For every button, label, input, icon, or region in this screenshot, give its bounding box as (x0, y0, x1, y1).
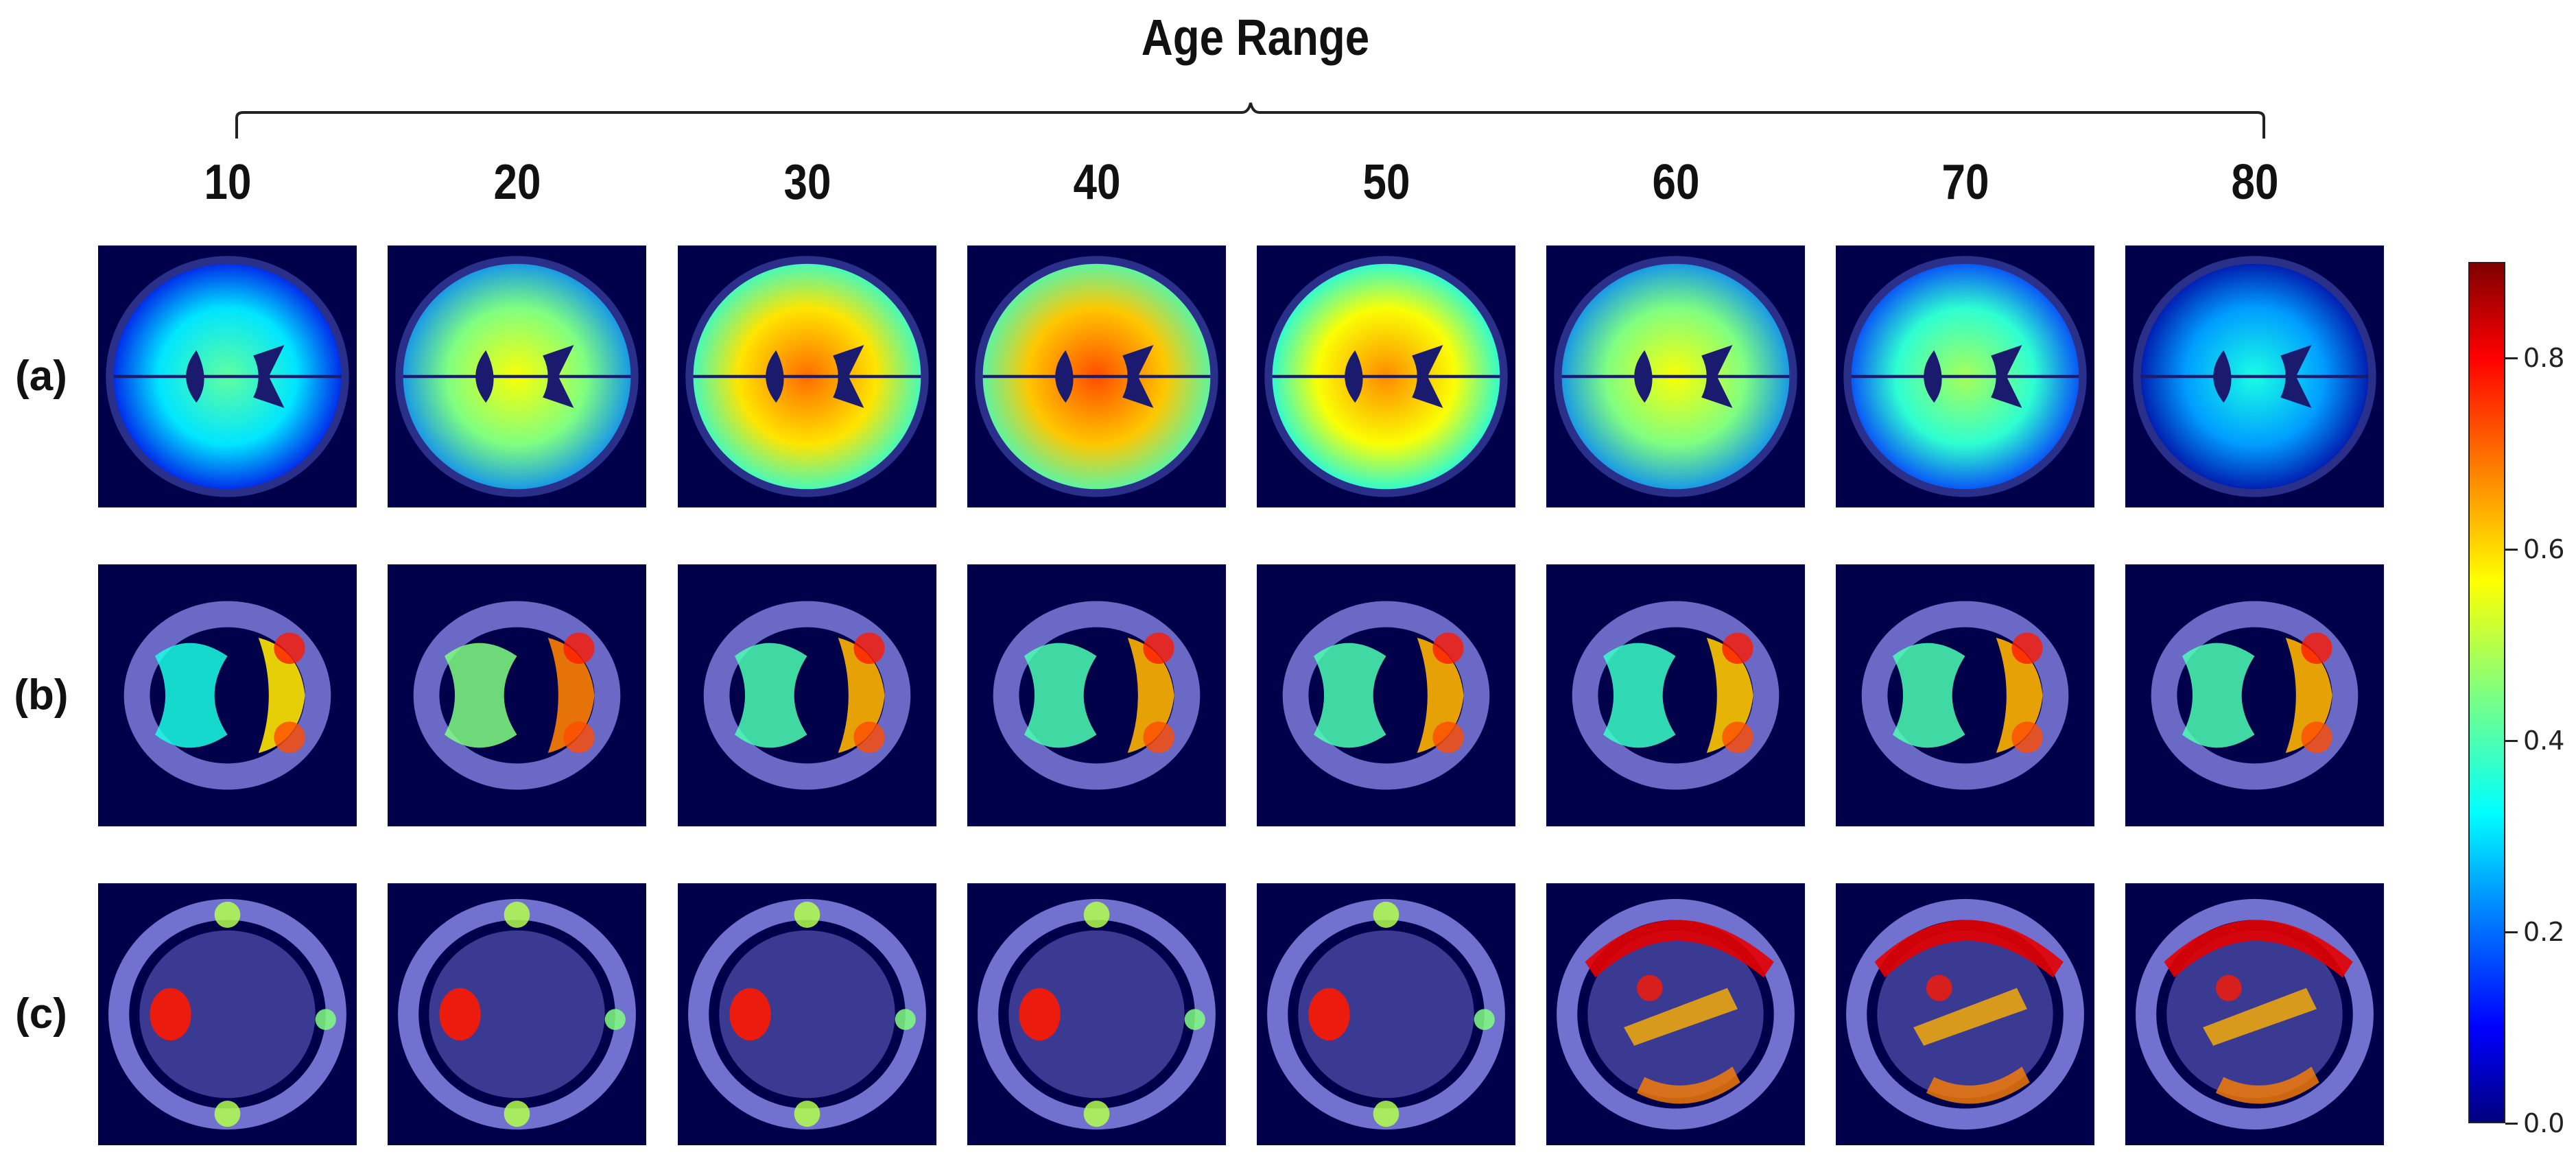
row-label-b: (b) (14, 671, 69, 719)
colorbar-tick-label: 0.8 (2523, 342, 2565, 373)
age-label-50: 50 (1362, 155, 1410, 210)
colorbar-tick (2505, 1123, 2518, 1125)
brain-map-a-20 (388, 246, 646, 507)
brain-map-b-30 (678, 564, 936, 826)
figure-title: Age Range (1141, 9, 1370, 66)
brain-map-b-20 (388, 564, 646, 826)
brain-map-c-30 (678, 883, 936, 1145)
age-label-40: 40 (1073, 155, 1120, 210)
colorbar-tick (2505, 357, 2518, 359)
age-range-brace (235, 102, 2265, 139)
brain-map-a-10 (98, 246, 357, 507)
brain-map-a-80 (2125, 246, 2384, 507)
brain-map-c-60 (1546, 883, 1805, 1145)
brain-map-a-30 (678, 246, 936, 507)
brain-map-c-40 (967, 883, 1226, 1145)
brain-map-b-10 (98, 564, 357, 826)
colorbar-tick-label: 0.0 (2523, 1108, 2565, 1138)
age-label-20: 20 (493, 155, 541, 210)
colorbar-tick-label: 0.6 (2523, 534, 2565, 564)
brain-map-b-50 (1257, 564, 1515, 826)
brain-map-b-60 (1546, 564, 1805, 826)
brain-map-c-80 (2125, 883, 2384, 1145)
age-label-30: 30 (783, 155, 831, 210)
age-label-80: 80 (2231, 155, 2278, 210)
brain-map-c-70 (1836, 883, 2094, 1145)
row-label-c: (c) (15, 990, 67, 1038)
colorbar-tick (2505, 931, 2518, 933)
colorbar-tick-label: 0.2 (2523, 916, 2565, 947)
colorbar (2468, 262, 2505, 1123)
brain-map-c-20 (388, 883, 646, 1145)
brain-map-a-60 (1546, 246, 1805, 507)
colorbar-tick (2505, 739, 2518, 742)
brain-map-b-80 (2125, 564, 2384, 826)
brain-map-a-50 (1257, 246, 1515, 507)
age-label-70: 70 (1941, 155, 1989, 210)
brain-map-b-70 (1836, 564, 2094, 826)
colorbar-tick-label: 0.4 (2523, 725, 2565, 756)
brain-map-a-40 (967, 246, 1226, 507)
brain-map-b-40 (967, 564, 1226, 826)
age-label-60: 60 (1652, 155, 1699, 210)
brain-map-c-10 (98, 883, 357, 1145)
brain-map-a-70 (1836, 246, 2094, 507)
colorbar-tick (2505, 548, 2518, 551)
age-label-10: 10 (204, 155, 251, 210)
row-label-a: (a) (15, 352, 67, 400)
brain-map-c-50 (1257, 883, 1515, 1145)
